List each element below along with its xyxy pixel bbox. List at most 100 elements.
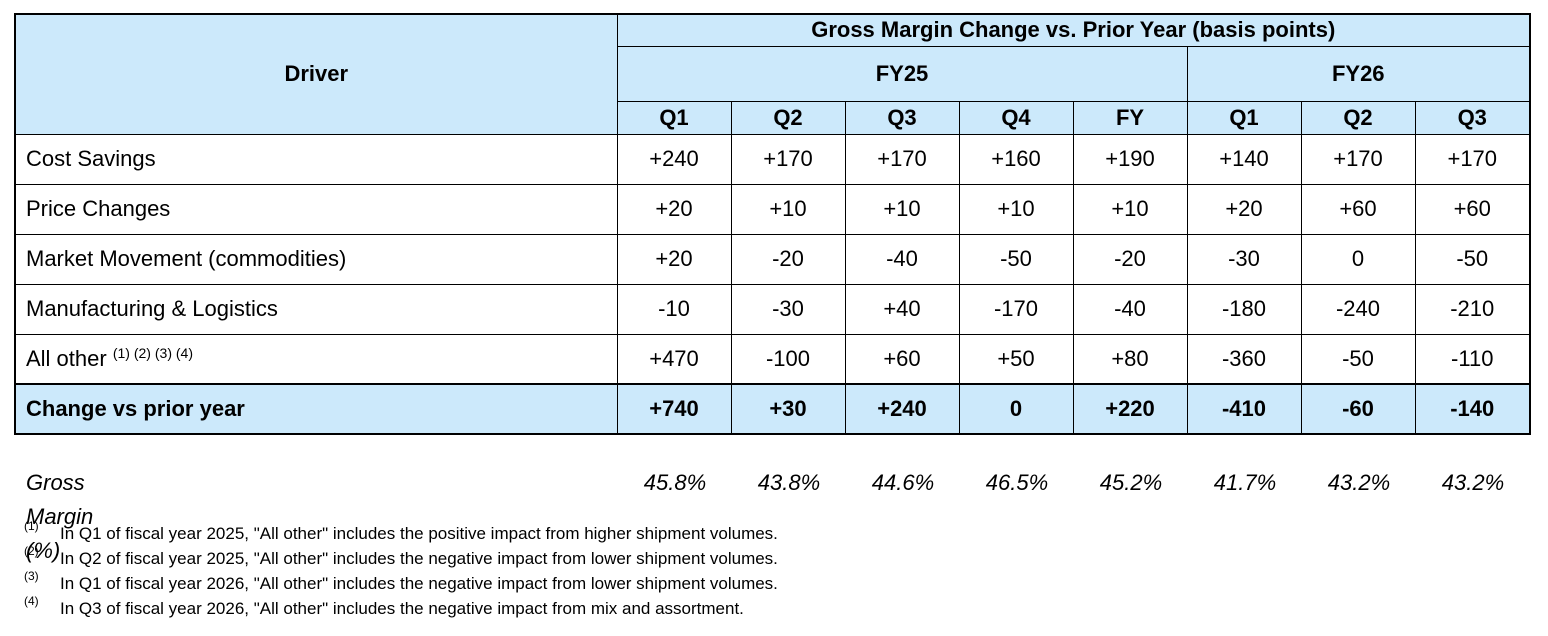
value-cell: +40 xyxy=(844,283,960,335)
margin-table: Driver Gross Margin Change vs. Prior Yea… xyxy=(14,13,1531,435)
period-header: Q2 xyxy=(730,100,846,135)
value-cell: -40 xyxy=(1072,283,1188,335)
value-cell: -170 xyxy=(958,283,1074,335)
footnote-text: In Q2 of fiscal year 2025, "All other" i… xyxy=(60,549,778,568)
value-cell: +740 xyxy=(616,383,732,435)
period-row: Q1 Q2 Q3 Q4 FY Q1 Q2 Q3 xyxy=(15,100,1531,135)
value-cell: +10 xyxy=(730,183,846,235)
label-text: Price Changes xyxy=(26,196,171,221)
value-cell: +170 xyxy=(1300,133,1416,185)
value-cell: +10 xyxy=(844,183,960,235)
gm-value: 46.5% xyxy=(985,470,1049,495)
gm-value: 44.6% xyxy=(871,470,935,495)
value-cell: -360 xyxy=(1186,333,1302,385)
value-cell: +10 xyxy=(1072,183,1188,235)
row-label: Cost Savings xyxy=(14,133,618,185)
value-cell: +240 xyxy=(844,383,960,435)
value-cell: +170 xyxy=(1414,133,1531,185)
value-cell: +240 xyxy=(616,133,732,185)
footnote-text: In Q1 of fiscal year 2025, "All other" i… xyxy=(60,524,778,543)
footnote-mark: (2) xyxy=(24,544,39,558)
row-label: Price Changes xyxy=(14,183,618,235)
row-label: All other (1) (2) (3) (4) xyxy=(14,333,618,385)
value-cell: +60 xyxy=(1414,183,1531,235)
value-cell: +30 xyxy=(730,383,846,435)
period-header: FY xyxy=(1072,100,1188,135)
value-cell: -50 xyxy=(1300,333,1416,385)
gm-value: 43.8% xyxy=(757,470,821,495)
value-cell: +140 xyxy=(1186,133,1302,185)
footnote-text: In Q1 of fiscal year 2026, "All other" i… xyxy=(60,574,778,593)
total-row: Change vs prior year +740 +30 +240 0 +220 -410… xyxy=(14,383,1531,435)
value-cell: +60 xyxy=(1300,183,1416,235)
period-header: Q4 xyxy=(958,100,1074,135)
value-cell: +190 xyxy=(1072,133,1188,185)
value-cell: +50 xyxy=(958,333,1074,385)
value-cell: -100 xyxy=(730,333,846,385)
footnote-refs: (1) (2) (3) (4) xyxy=(113,345,193,361)
gm-value: 43.2% xyxy=(1441,470,1505,495)
footnote-mark: (1) xyxy=(24,519,39,533)
value-cell: -410 xyxy=(1186,383,1302,435)
value-cell: +80 xyxy=(1072,333,1188,385)
row-label: Change vs prior year xyxy=(14,383,618,435)
data-row: All other (1) (2) (3) (4) +470 -100 +60 +50 +… xyxy=(14,333,1531,385)
footnote-ref: (3) xyxy=(154,345,172,362)
value-cell: -180 xyxy=(1186,283,1302,335)
group-header: FY26 xyxy=(1186,45,1531,102)
value-cell: -50 xyxy=(958,233,1074,285)
value-cell: +60 xyxy=(844,333,960,385)
value-cell: -30 xyxy=(1186,233,1302,285)
value-cell: +170 xyxy=(730,133,846,185)
period-header: Q3 xyxy=(844,100,960,135)
table-title: Gross Margin Change vs. Prior Year (basi… xyxy=(616,13,1531,47)
gm-value: 45.8% xyxy=(643,470,707,495)
value-cell: -30 xyxy=(730,283,846,335)
value-cell: -10 xyxy=(616,283,732,335)
value-cell: +160 xyxy=(958,133,1074,185)
data-row: Manufacturing & Logistics -10 -30 +40 -170 -4… xyxy=(14,283,1531,335)
value-cell: 0 xyxy=(958,383,1074,435)
data-row: Cost Savings +240 +170 +170 +160 +190 +140 +170… xyxy=(14,133,1531,185)
data-row: Market Movement (commodities) +20 -20 -40 -5… xyxy=(14,233,1531,285)
footnote-ref: (2) xyxy=(133,345,151,362)
footnote-mark: (4) xyxy=(24,594,39,608)
period-header: Q3 xyxy=(1414,100,1531,135)
value-cell: -20 xyxy=(730,233,846,285)
footnote-mark: (3) xyxy=(24,569,39,583)
value-cell: +20 xyxy=(616,233,732,285)
value-cell: -20 xyxy=(1072,233,1188,285)
data-row: Price Changes +20 +10 +10 +10 +10 +20 +60 +60 xyxy=(14,183,1531,235)
value-cell: -40 xyxy=(844,233,960,285)
value-cell: -240 xyxy=(1300,283,1416,335)
value-cell: +20 xyxy=(1186,183,1302,235)
value-cell: -210 xyxy=(1414,283,1531,335)
driver-header: Driver xyxy=(14,13,618,135)
value-cell: -140 xyxy=(1414,383,1531,435)
row-label: Market Movement (commodities) xyxy=(14,233,618,285)
value-cell: +220 xyxy=(1072,383,1188,435)
row-label: Manufacturing & Logistics xyxy=(14,283,618,335)
gm-label: Gross Margin (%) xyxy=(26,470,94,563)
period-header: Q1 xyxy=(616,100,732,135)
label-text: Cost Savings xyxy=(26,146,156,171)
footnote-ref: (1) xyxy=(112,345,130,362)
value-cell: -50 xyxy=(1414,233,1531,285)
value-cell: +170 xyxy=(844,133,960,185)
gm-value: 45.2% xyxy=(1099,470,1163,495)
value-cell: -110 xyxy=(1414,333,1531,385)
label-text: Market Movement (commodities) xyxy=(26,246,347,271)
value-cell: -60 xyxy=(1300,383,1416,435)
value-cell: +20 xyxy=(616,183,732,235)
footnote-text: In Q3 of fiscal year 2026, "All other" i… xyxy=(60,599,744,618)
label-text: All other xyxy=(26,346,107,372)
value-cell: +470 xyxy=(616,333,732,385)
gm-value: 43.2% xyxy=(1327,470,1391,495)
value-cell: 0 xyxy=(1300,233,1416,285)
footnote-ref: (4) xyxy=(175,345,194,362)
group-header: FY25 xyxy=(616,45,1188,102)
gm-value: 41.7% xyxy=(1213,470,1277,495)
label-text: Manufacturing & Logistics xyxy=(26,296,278,321)
period-header: Q1 xyxy=(1186,100,1302,135)
period-header: Q2 xyxy=(1300,100,1416,135)
